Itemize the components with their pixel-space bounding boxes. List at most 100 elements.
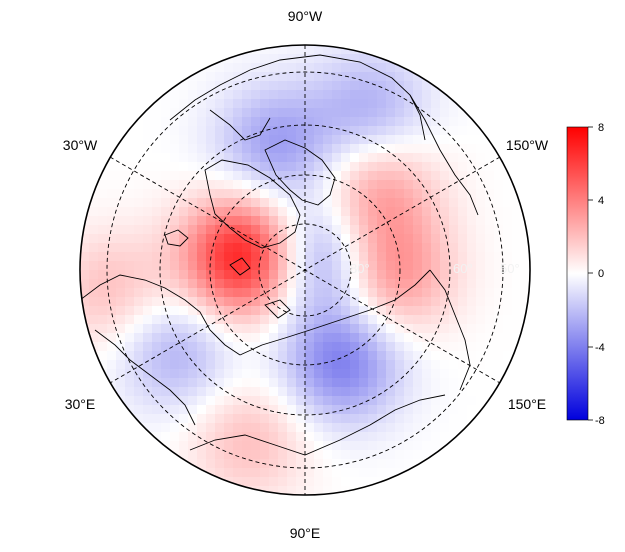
anomaly-cell: [305, 252, 315, 262]
anomaly-cell: [413, 432, 423, 442]
lat-circle-80: [258, 223, 352, 317]
anomaly-cell: [413, 306, 423, 316]
anomaly-cell: [269, 108, 279, 118]
anomaly-cell: [404, 432, 414, 442]
anomaly-cell: [494, 261, 504, 271]
anomaly-cell: [314, 315, 324, 325]
anomaly-cell: [179, 441, 189, 451]
anomaly-cell: [395, 216, 405, 226]
anomaly-cell: [395, 342, 405, 352]
anomaly-cell: [467, 270, 477, 280]
anomaly-cell: [314, 270, 324, 280]
anomaly-cell: [332, 315, 342, 325]
anomaly-cell: [161, 360, 171, 370]
anomaly-cell: [269, 288, 279, 298]
anomaly-cell: [206, 225, 216, 235]
anomaly-cell: [233, 450, 243, 460]
anomaly-cell: [89, 288, 99, 298]
anomaly-cell: [251, 135, 261, 145]
anomaly-cell: [503, 153, 513, 163]
anomaly-cell: [350, 351, 360, 361]
anomaly-cell: [314, 81, 324, 91]
anomaly-cell: [413, 171, 423, 181]
anomaly-cell: [278, 117, 288, 127]
anomaly-cell: [386, 144, 396, 154]
anomaly-cell: [134, 342, 144, 352]
anomaly-cell: [170, 153, 180, 163]
anomaly-cell: [485, 180, 495, 190]
anomaly-cell: [485, 252, 495, 262]
anomaly-cell: [134, 117, 144, 127]
anomaly-cell: [341, 72, 351, 82]
anomaly-cell: [305, 351, 315, 361]
anomaly-cell: [503, 225, 513, 235]
anomaly-cell: [233, 405, 243, 415]
anomaly-cell: [494, 351, 504, 361]
anomaly-cell: [125, 252, 135, 262]
anomaly-cell: [386, 126, 396, 136]
anomaly-cell: [305, 288, 315, 298]
anomaly-cell: [350, 315, 360, 325]
anomaly-cell: [260, 180, 270, 190]
anomaly-cell: [422, 315, 432, 325]
anomaly-cell: [368, 468, 378, 478]
anomaly-cell: [296, 81, 306, 91]
anomaly-cell: [287, 135, 297, 145]
anomaly-cell: [323, 81, 333, 91]
anomaly-cell: [404, 180, 414, 190]
anomaly-cell: [422, 99, 432, 109]
anomaly-cell: [80, 261, 90, 271]
anomaly-cell: [359, 216, 369, 226]
anomaly-cell: [314, 450, 324, 460]
anomaly-cell: [179, 243, 189, 253]
anomaly-cell: [395, 54, 405, 64]
anomaly-cell: [161, 405, 171, 415]
lat-circle-70: [209, 174, 401, 366]
anomaly-cell: [350, 54, 360, 64]
anomaly-cell: [260, 432, 270, 442]
anomaly-cell: [125, 261, 135, 271]
anomaly-cell: [422, 297, 432, 307]
anomaly-cell: [107, 324, 117, 334]
anomaly-cell: [431, 99, 441, 109]
anomaly-cell: [233, 45, 243, 55]
anomaly-cell: [269, 180, 279, 190]
anomaly-cell: [98, 270, 108, 280]
anomaly-cell: [422, 279, 432, 289]
anomaly-cell: [206, 279, 216, 289]
anomaly-cell: [359, 351, 369, 361]
anomaly-cell: [125, 360, 135, 370]
anomaly-cell: [224, 405, 234, 415]
anomaly-cell: [98, 306, 108, 316]
anomaly-cell: [314, 54, 324, 64]
anomaly-cell: [197, 252, 207, 262]
anomaly-cell: [512, 171, 522, 181]
anomaly-cell: [197, 198, 207, 208]
anomaly-cell: [287, 72, 297, 82]
anomaly-cell: [197, 126, 207, 136]
anomaly-cell: [179, 432, 189, 442]
anomaly-cell: [206, 387, 216, 397]
anomaly-cell: [161, 396, 171, 406]
anomaly-cell: [395, 315, 405, 325]
anomaly-cell: [440, 360, 450, 370]
anomaly-cell: [197, 153, 207, 163]
anomaly-cell: [431, 126, 441, 136]
anomaly-cell: [188, 252, 198, 262]
anomaly-cell: [485, 369, 495, 379]
anomaly-cell: [188, 279, 198, 289]
anomaly-cell: [494, 288, 504, 298]
anomaly-cell: [233, 63, 243, 73]
anomaly-cell: [422, 81, 432, 91]
anomaly-cell: [143, 306, 153, 316]
anomaly-cell: [395, 459, 405, 469]
anomaly-cell: [143, 342, 153, 352]
anomaly-cell: [404, 279, 414, 289]
anomaly-cell: [233, 459, 243, 469]
anomaly-cell: [305, 405, 315, 415]
anomaly-cell: [386, 360, 396, 370]
anomaly-cell: [260, 117, 270, 127]
anomaly-cell: [467, 207, 477, 217]
anomaly-cell: [188, 162, 198, 172]
anomaly-cell: [368, 99, 378, 109]
